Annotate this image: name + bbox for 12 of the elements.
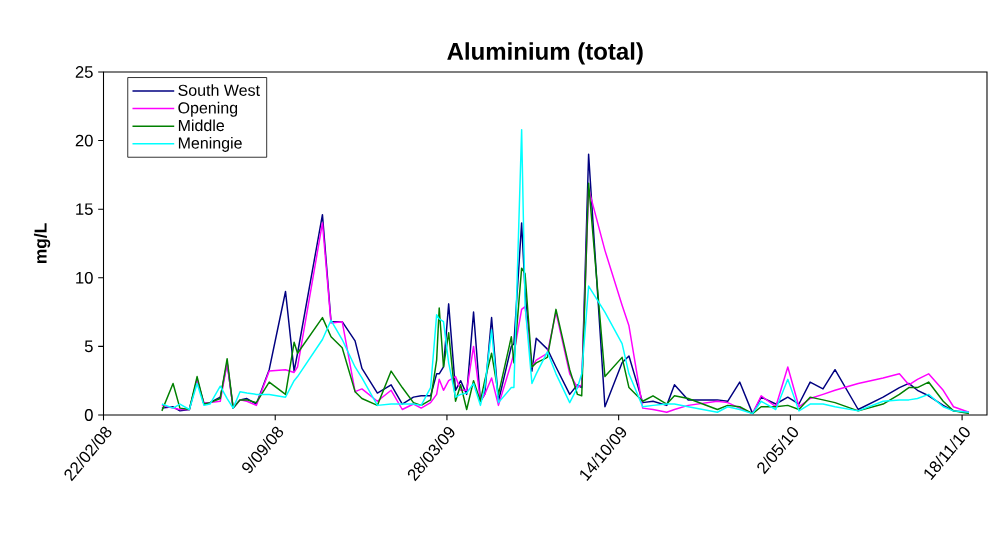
y-tick-label: 0 <box>84 409 93 421</box>
legend-label: Middle <box>178 119 225 132</box>
y-axis-title: mg/L <box>33 223 51 264</box>
legend-label: South West <box>178 84 260 96</box>
y-tick-label: 20 <box>75 134 93 147</box>
chart-title: Aluminium (total) <box>447 42 643 65</box>
y-tick-label: 25 <box>75 66 93 78</box>
y-tick-label: 10 <box>76 271 93 284</box>
y-tick-label: 15 <box>76 203 93 216</box>
legend-label: Meningie <box>178 136 242 152</box>
legend-label: Opening <box>178 101 238 117</box>
y-tick-label: 5 <box>84 340 93 353</box>
